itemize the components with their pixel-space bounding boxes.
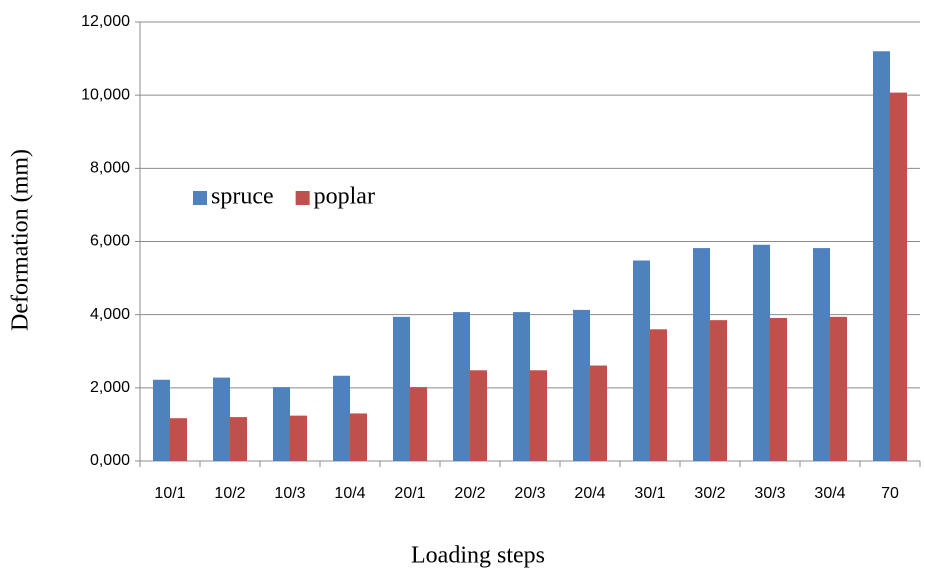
y-tick-label: 6,000 [90, 233, 130, 250]
x-tick-label: 20/4 [574, 485, 605, 502]
bar [393, 316, 410, 461]
x-tick-label: 10/2 [214, 485, 245, 502]
bar [573, 309, 590, 461]
bar [170, 418, 187, 461]
bar [633, 260, 650, 461]
y-tick-label: 8,000 [90, 160, 130, 177]
x-tick-label: 20/1 [394, 485, 425, 502]
bar [590, 365, 607, 461]
bar [290, 415, 307, 461]
x-tick-label: 30/1 [634, 485, 665, 502]
legend-label: poplar [314, 184, 375, 210]
x-tick-label: 20/3 [514, 485, 545, 502]
bar [873, 51, 890, 462]
x-tick-label: 20/2 [454, 485, 485, 502]
x-tick-label: 70 [881, 485, 899, 502]
bar [213, 377, 230, 461]
bar [693, 248, 710, 461]
y-tick-label: 12,000 [81, 13, 130, 30]
bar [650, 329, 667, 461]
bar [710, 320, 727, 461]
bar [830, 316, 847, 461]
y-tick-label: 2,000 [90, 379, 130, 396]
bar [530, 370, 547, 461]
y-tick-label: 10,000 [81, 86, 130, 103]
bar [410, 387, 427, 461]
legend-swatch [295, 191, 310, 205]
legend-label: spruce [211, 184, 274, 210]
bar [890, 92, 907, 461]
legend-swatch [193, 191, 207, 205]
y-tick-label: 4,000 [90, 306, 130, 323]
bar [513, 312, 530, 461]
x-tick-label: 10/1 [154, 485, 185, 502]
bar [753, 244, 770, 461]
x-axis-title: Loading steps [411, 543, 545, 569]
y-tick-label: 0,000 [90, 452, 130, 469]
bar [813, 248, 830, 461]
bar [230, 417, 247, 461]
bar [273, 387, 290, 461]
bar [453, 312, 470, 461]
x-tick-label: 10/4 [334, 485, 365, 502]
bar [153, 379, 170, 461]
x-tick-label: 30/3 [754, 485, 785, 502]
bar [770, 317, 787, 461]
x-tick-label: 30/4 [814, 485, 845, 502]
bar [333, 375, 350, 461]
x-tick-label: 30/2 [694, 485, 725, 502]
x-tick-label: 10/3 [274, 485, 305, 502]
bar [350, 413, 367, 461]
bar [470, 370, 487, 461]
y-axis-title: Deformation (mm) [8, 149, 34, 331]
